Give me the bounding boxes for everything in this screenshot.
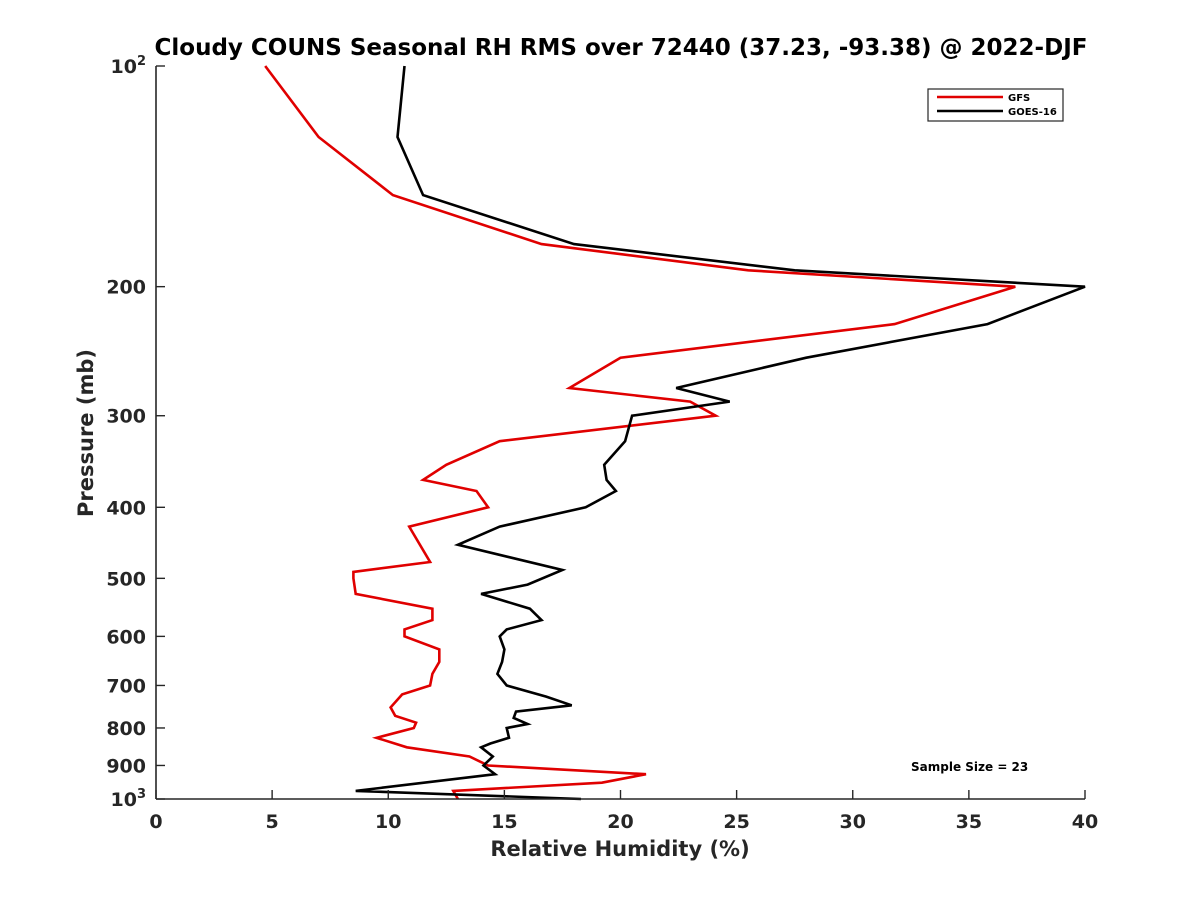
x-tick-label: 10 bbox=[375, 811, 401, 833]
y-tick-label: 300 bbox=[106, 406, 146, 428]
y-tick-label: 600 bbox=[106, 626, 146, 648]
y-tick-label: 400 bbox=[106, 497, 146, 519]
chart-title: Cloudy COUNS Seasonal RH RMS over 72440 … bbox=[155, 35, 1088, 61]
x-tick-label: 15 bbox=[491, 811, 517, 833]
y-tick-label: 200 bbox=[106, 277, 146, 299]
sample-size-annotation: Sample Size = 23 bbox=[911, 760, 1028, 774]
y-ticks: 102 200 300 400 500 600 700 800 900 103 bbox=[106, 54, 165, 811]
y-axis-label: Pressure (mb) bbox=[74, 349, 98, 517]
x-tick-label: 35 bbox=[956, 811, 982, 833]
y-tick-label: 700 bbox=[106, 675, 146, 697]
legend-box bbox=[927, 88, 1064, 122]
x-ticks: 0 5 10 15 20 25 30 35 40 bbox=[149, 790, 1098, 833]
legend-label-gfs: GFS bbox=[1008, 93, 1030, 104]
y-tick-label: 102 bbox=[111, 54, 147, 78]
x-axis-label: Relative Humidity (%) bbox=[490, 837, 749, 861]
legend-label-goes16: GOES-16 bbox=[1008, 107, 1057, 118]
x-tick-label: 40 bbox=[1072, 811, 1098, 833]
x-tick-label: 25 bbox=[723, 811, 749, 833]
series-line-gfs bbox=[264, 65, 1016, 800]
plot-lines bbox=[264, 65, 1086, 801]
x-tick-label: 0 bbox=[149, 811, 162, 833]
x-tick-label: 30 bbox=[840, 811, 866, 833]
x-tick-label: 20 bbox=[607, 811, 633, 833]
x-tick-label: 5 bbox=[266, 811, 279, 833]
y-tick-label: 500 bbox=[106, 568, 146, 590]
y-tick-label: 900 bbox=[106, 755, 146, 777]
series-line-goes-16 bbox=[355, 65, 1086, 801]
legend: GFS GOES-16 bbox=[927, 88, 1064, 122]
y-tick-label: 103 bbox=[111, 787, 147, 811]
y-tick-label: 800 bbox=[106, 718, 146, 740]
